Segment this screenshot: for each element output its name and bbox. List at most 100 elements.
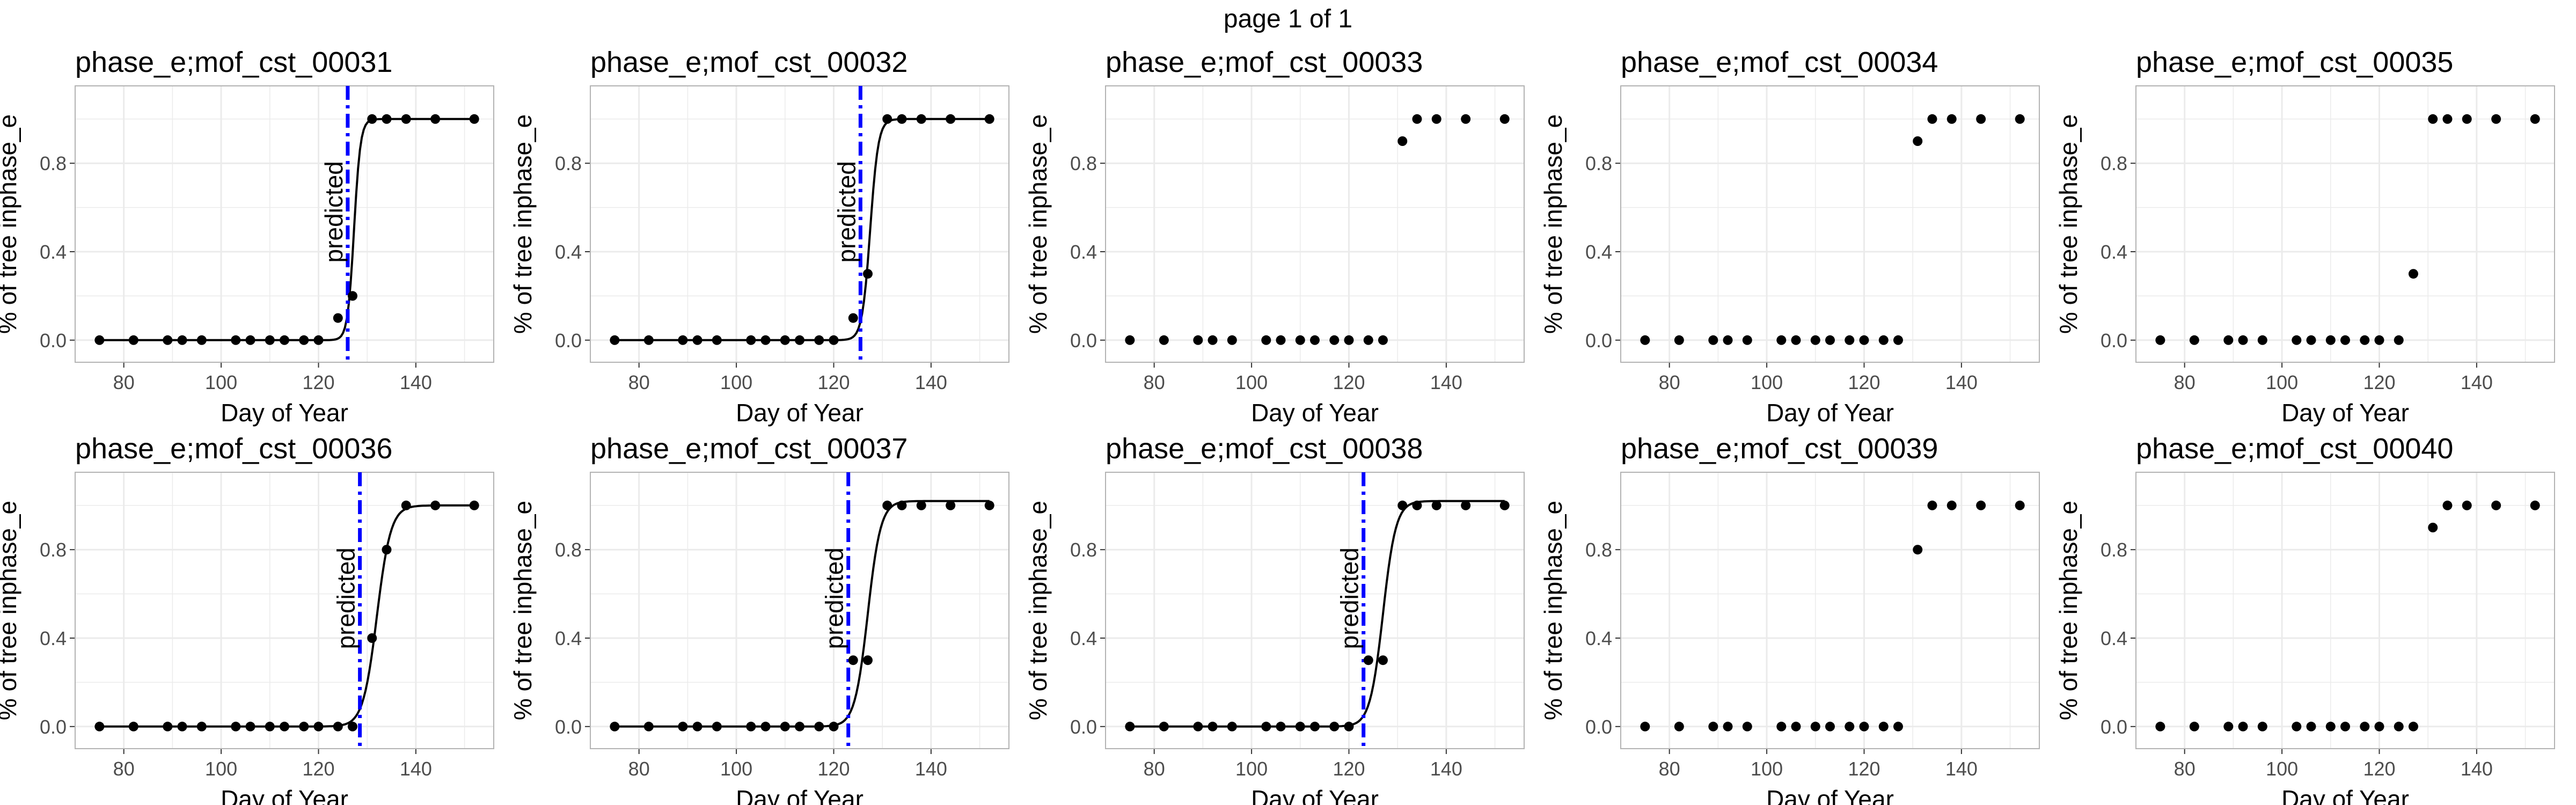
data-point [760,721,771,731]
data-point [780,335,790,345]
data-point [2325,335,2336,345]
data-point [382,545,392,555]
y-axis-label: % of tree inphase_e [0,114,21,334]
data-point [430,500,441,510]
y-tick-label: 0.4 [555,241,582,263]
data-point [1310,721,1320,731]
x-tick-label: 140 [1430,371,1462,393]
data-point [1397,500,1408,510]
x-axis-label: Day of Year [2281,785,2409,805]
data-point [245,335,255,345]
panel-background [1106,472,1524,749]
data-point [1859,721,1869,731]
data-point [1261,721,1271,731]
panel-border [2135,85,2555,363]
y-tick-label: 0.0 [1585,716,1612,738]
x-tick-label: 80 [2174,371,2196,393]
data-point [897,114,907,124]
y-axis-label: % of tree inphase_e [1539,114,1567,334]
panel-title: phase_e;mof_cst_00033 [1106,46,1423,78]
data-point [1125,721,1135,731]
data-point [430,114,441,124]
data-point [1310,335,1320,345]
y-axis-label: % of tree inphase_e [2054,114,2082,334]
data-point [897,500,907,510]
x-axis-label: Day of Year [221,399,348,427]
panel-1: 80 100 120 140 0.0 0.4 0.8 predicted phase_e;mof… [0,46,494,427]
y-tick-label: 0.8 [555,539,582,561]
data-point [746,721,756,731]
data-point [1723,721,1733,731]
data-point [401,114,411,124]
data-point [882,114,892,124]
y-tick-label: 0.0 [2101,716,2127,738]
y-tick-label: 0.4 [1585,241,1612,263]
data-point [848,655,858,665]
y-tick-label: 0.0 [2101,330,2127,352]
data-point [829,335,839,345]
data-point [984,114,994,124]
x-tick-label: 80 [2174,758,2196,780]
panel-background [2136,86,2555,362]
data-point [984,500,994,510]
data-point [1791,721,1801,731]
data-point [1845,721,1855,731]
data-point [1499,114,1510,124]
data-point [1946,114,1957,124]
y-tick-label: 0.8 [1070,539,1097,561]
data-point [2340,721,2350,731]
panel-3: 80 100 120 140 0.0 0.4 0.8 phase_e;mof_cst_0003… [1024,46,1525,427]
data-point [1363,655,1373,665]
x-tick-label: 140 [1945,371,1978,393]
data-point [2292,721,2302,731]
panel-background [1621,86,2039,362]
data-point [265,335,275,345]
data-point [2428,523,2438,532]
data-point [1845,335,1855,345]
data-point [94,335,105,345]
panel-title: phase_e;mof_cst_00031 [75,46,392,78]
data-point [1913,136,1923,146]
data-point [128,335,138,345]
y-tick-label: 0.0 [555,716,582,738]
data-point [1193,721,1203,731]
y-tick-label: 0.4 [2101,627,2127,649]
x-axis-label: Day of Year [1766,785,1894,805]
data-point [795,335,804,345]
data-point [1208,335,1218,345]
predicted-label: predicted [1336,547,1364,649]
panel-border [1620,85,2040,363]
data-point [2015,500,2025,510]
x-axis-label: Day of Year [736,399,863,427]
y-axis-label: % of tree inphase_e [0,501,21,720]
data-point [2155,721,2165,731]
predicted-label: predicted [320,161,348,262]
data-point [2325,721,2336,731]
y-tick-label: 0.4 [1070,627,1097,649]
data-point [795,721,804,731]
predicted-label: predicted [821,547,848,649]
data-point [1825,335,1835,345]
data-point [1776,335,1787,345]
data-point [1708,721,1718,731]
y-tick-label: 0.4 [1070,241,1097,263]
data-point [299,335,309,345]
x-tick-label: 120 [1848,371,1880,393]
x-axis-label: Day of Year [1766,399,1894,427]
data-point [2394,335,2404,345]
data-point [814,335,824,345]
panel-6: 80 100 120 140 0.0 0.4 0.8 predicted phase_e;mof… [0,433,494,805]
panel-border [1105,85,1525,363]
y-tick-label: 0.4 [555,627,582,649]
panel-2: 80 100 120 140 0.0 0.4 0.8 predicted phase_e;mof… [509,46,1009,427]
y-tick-label: 0.8 [555,152,582,174]
data-point [1227,721,1237,731]
data-point [1913,545,1923,555]
data-point [1776,721,1787,731]
data-point [367,633,377,643]
panel-border [75,472,494,749]
data-point [848,313,858,323]
data-point [2428,114,2438,124]
data-point [163,335,173,345]
